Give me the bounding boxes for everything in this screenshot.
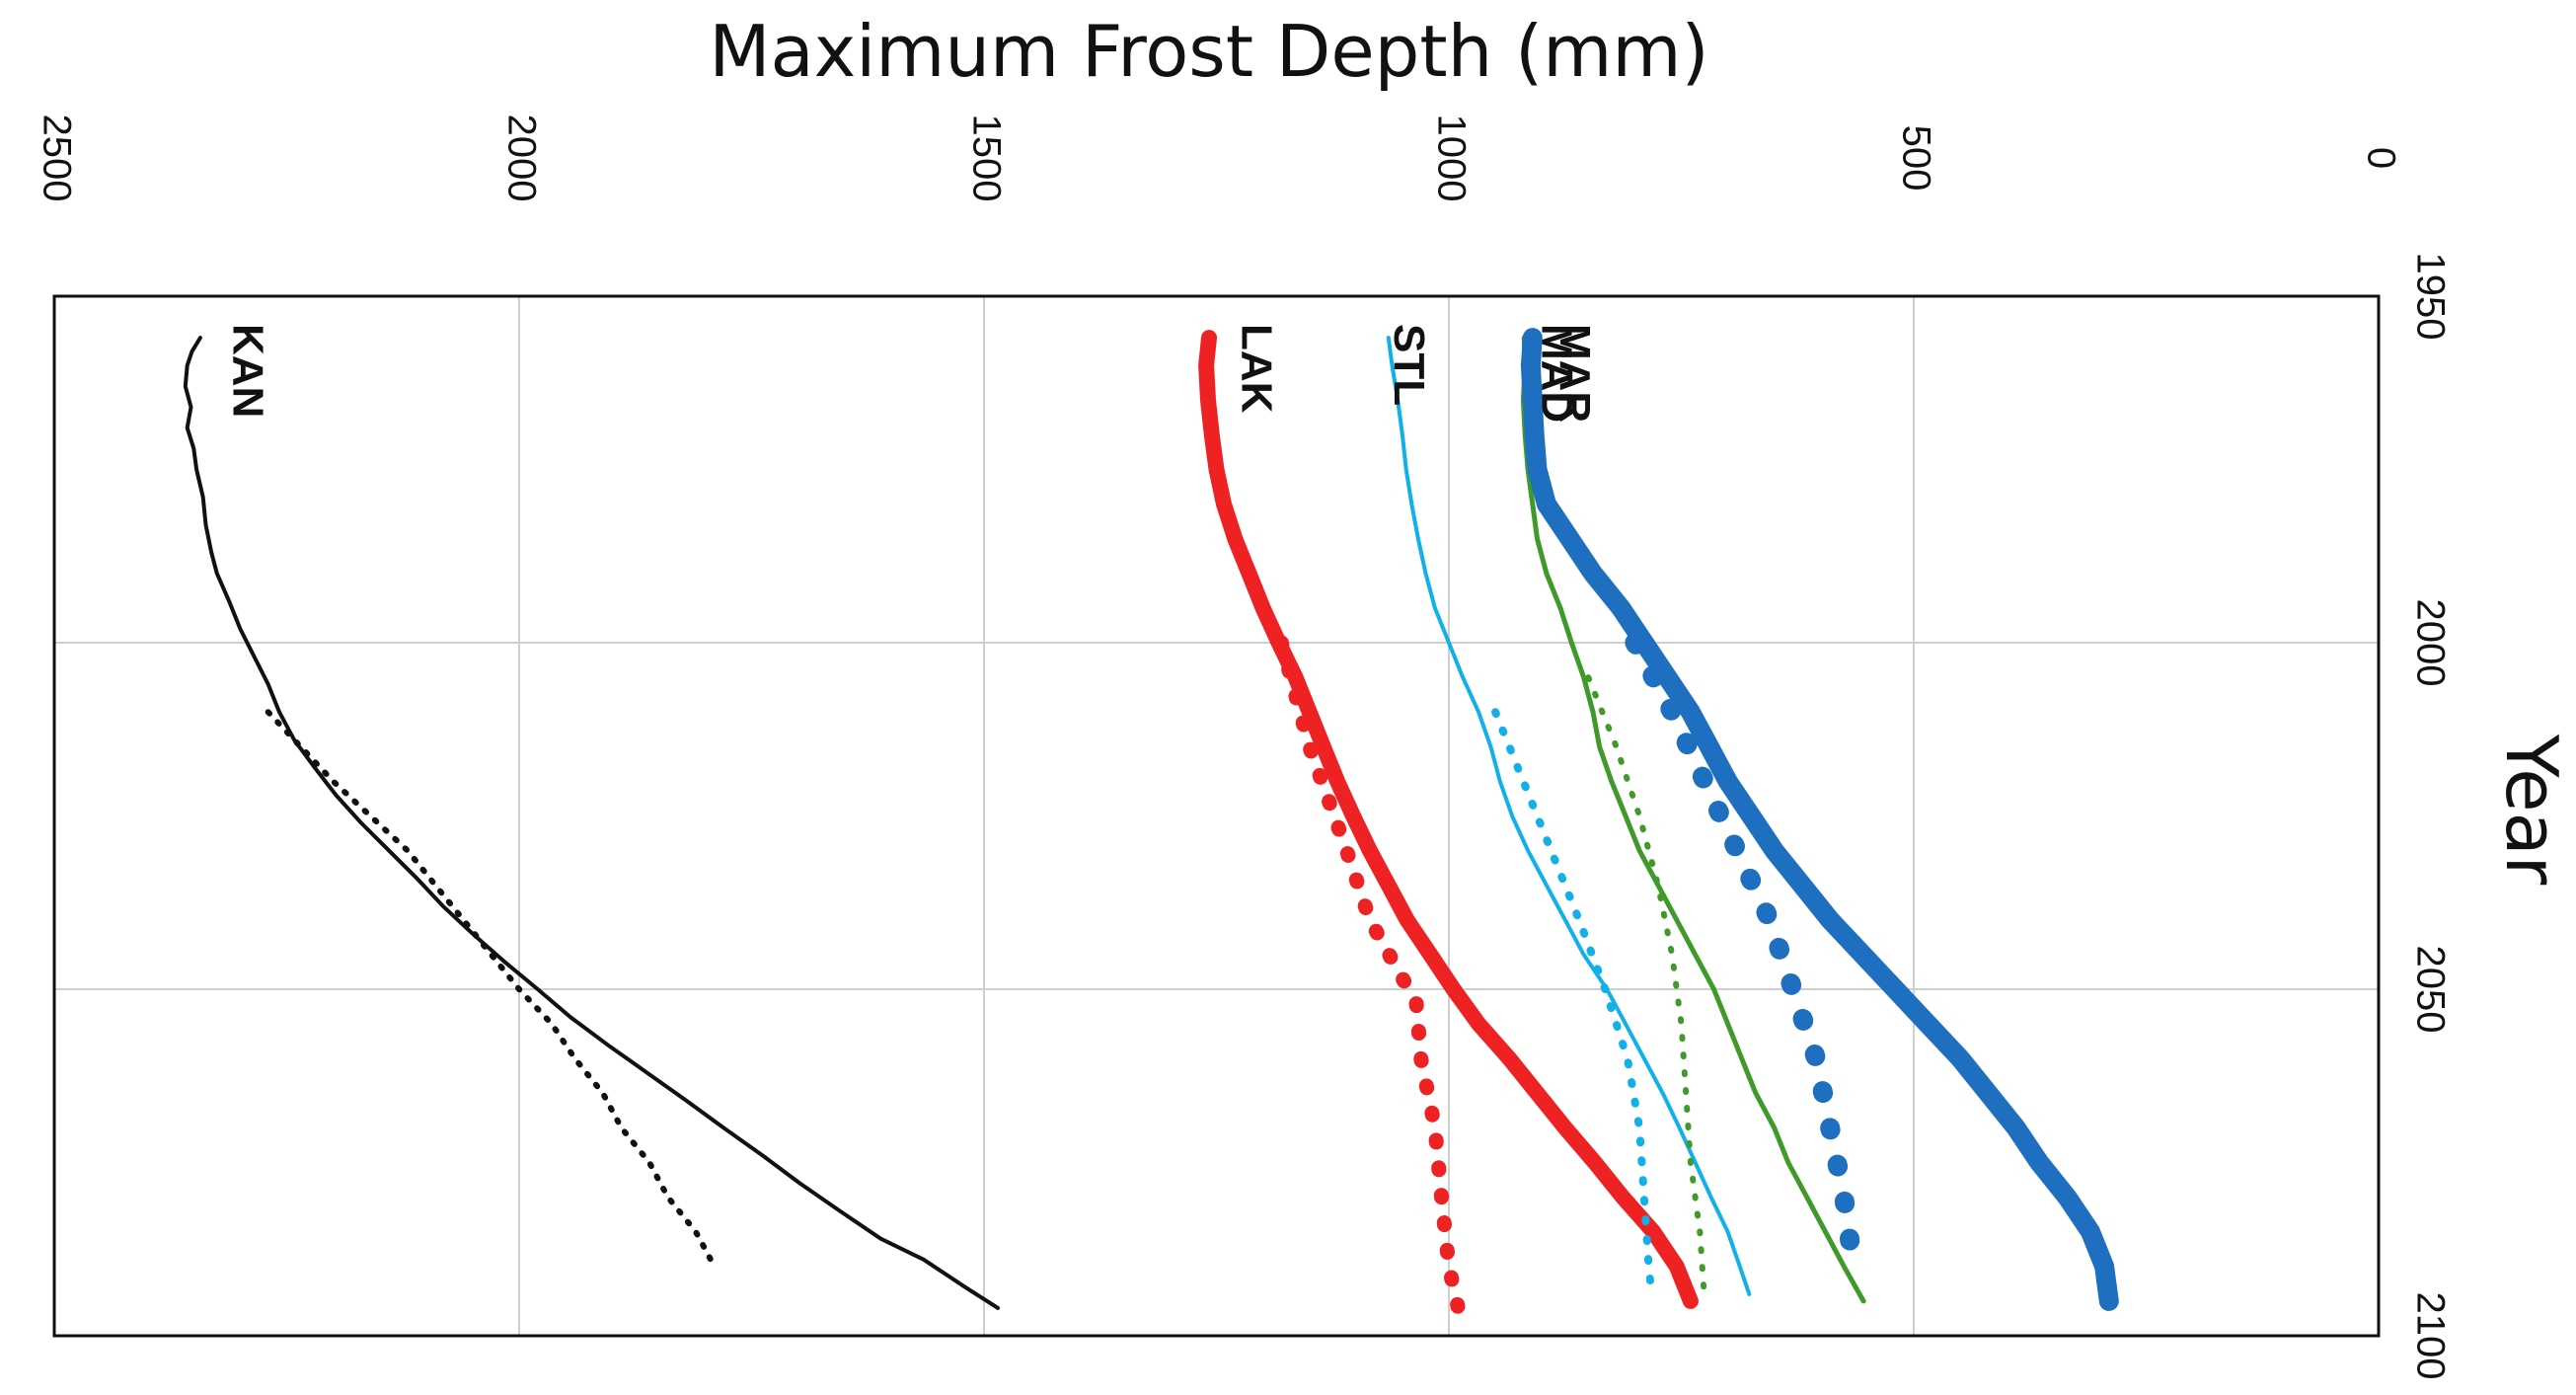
series-label-lak: LAK	[1232, 324, 1280, 414]
y-tick-label: 1950	[2408, 253, 2452, 341]
series-line-kan-projected	[265, 709, 718, 1270]
grid-lines	[54, 296, 2379, 1336]
x-tick-label: 1000	[1429, 115, 1473, 202]
series-line-kan	[183, 336, 1001, 1310]
plot-frame	[52, 294, 2381, 1338]
series-line-stl-projected	[1491, 708, 1656, 1298]
series-label-mar: MAR	[1551, 324, 1599, 423]
series-label-stl: STL	[1385, 324, 1433, 406]
series-label-kan: KAN	[223, 324, 271, 418]
x-tick-label: 0	[2359, 147, 2402, 169]
x-tick-label: 500	[1894, 125, 1937, 192]
series-line-mar-projected	[1625, 633, 1863, 1277]
series-line-mar	[1520, 328, 2119, 1311]
series-line-lak	[1198, 330, 1699, 1309]
x-tick-label: 2500	[35, 115, 78, 202]
series-line-stl	[1386, 336, 1752, 1296]
x-axis-title: Maximum Frost Depth (mm)	[709, 10, 1708, 93]
x-tick-label: 1500	[964, 115, 1008, 202]
series-line-lak-projected	[1273, 635, 1466, 1316]
y-axis-title: Year	[2490, 734, 2573, 886]
y-tick-label: 2050	[2408, 946, 2452, 1034]
series-line-mad	[1520, 335, 1866, 1304]
series-layer	[183, 328, 2119, 1316]
y-tick-label: 2000	[2408, 599, 2452, 687]
tick-labels: 0 500 1000 1500 2000 2500 1950 2000 2050 2100	[35, 115, 2452, 1380]
x-tick-label: 2000	[499, 115, 543, 202]
series-line-mad-projected	[1585, 674, 1708, 1304]
series-label-mad: MAD	[1533, 324, 1581, 423]
y-tick-label: 2100	[2408, 1292, 2452, 1380]
